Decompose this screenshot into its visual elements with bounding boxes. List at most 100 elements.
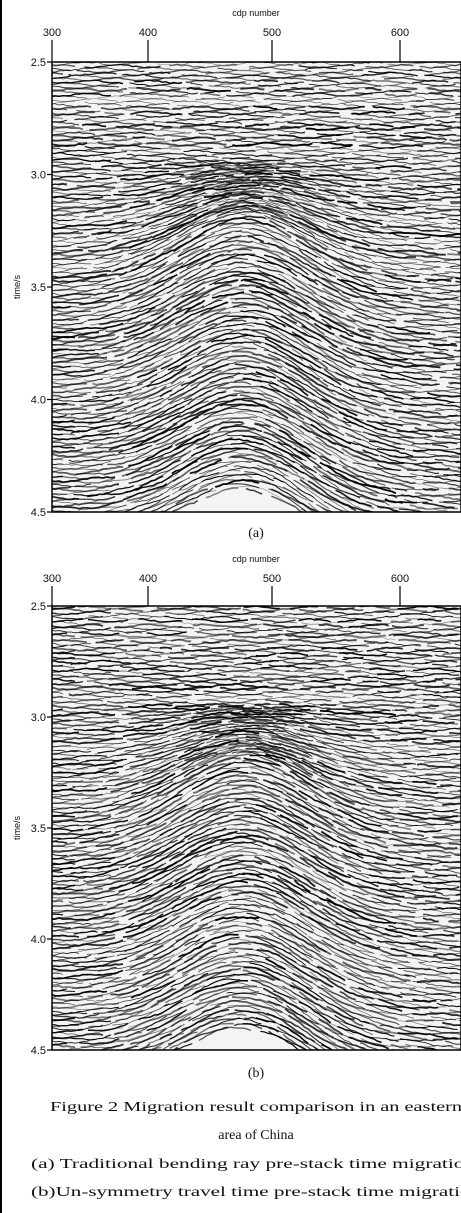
reflector — [47, 531, 71, 533]
reflector — [47, 54, 127, 57]
reflector — [112, 1051, 136, 1060]
reflector — [134, 201, 150, 202]
reflector — [381, 1070, 421, 1075]
reflector — [447, 52, 459, 53]
reflector — [339, 1059, 387, 1078]
reflector — [410, 36, 461, 39]
reflector — [125, 1053, 145, 1058]
reflector — [378, 538, 410, 542]
reflector — [218, 59, 238, 60]
reflector — [47, 1060, 75, 1062]
reflector — [427, 1075, 451, 1079]
reflector — [130, 567, 174, 569]
reflector — [98, 511, 174, 533]
y-tick-label: 4.0 — [31, 934, 46, 946]
reflector — [118, 591, 174, 594]
reflector — [71, 1054, 111, 1057]
reflector — [355, 588, 427, 591]
reflector — [47, 39, 123, 42]
reflector — [278, 564, 338, 567]
reflector — [377, 1071, 449, 1084]
reflector — [129, 570, 149, 572]
reflector — [47, 596, 103, 599]
reflector — [432, 1053, 461, 1058]
reflector — [398, 1066, 461, 1074]
reflector — [47, 1066, 111, 1070]
reflector — [371, 1050, 407, 1059]
reflector — [321, 596, 385, 599]
reflector — [229, 587, 253, 589]
reflector — [212, 576, 240, 578]
reflector — [343, 530, 411, 548]
reflector — [448, 397, 460, 398]
reflector — [215, 49, 271, 52]
reflector — [342, 1067, 414, 1087]
reflector — [318, 44, 334, 46]
reflector — [234, 41, 314, 44]
reflector — [137, 1051, 161, 1064]
reflector — [425, 1092, 457, 1095]
reflector — [302, 575, 346, 578]
reflector — [47, 586, 103, 589]
reflector — [412, 523, 461, 531]
reflector — [289, 570, 313, 571]
reflector — [47, 51, 87, 54]
reflector — [412, 1092, 428, 1094]
caption-line: (a) Traditional bending ray pre-stack ti… — [31, 1157, 461, 1172]
reflector — [400, 554, 461, 560]
reflector — [385, 513, 405, 515]
reflector — [411, 288, 423, 289]
reflector — [451, 1050, 461, 1055]
reflector — [47, 591, 75, 593]
reflector — [47, 1053, 91, 1056]
reflector — [77, 528, 117, 534]
reflector — [159, 29, 207, 32]
reflector — [415, 515, 461, 521]
reflector — [450, 545, 461, 548]
reflector — [320, 49, 372, 52]
reflector — [47, 564, 119, 567]
reflector — [262, 21, 294, 23]
reflector — [417, 548, 461, 554]
reflector — [167, 26, 211, 29]
reflector — [442, 593, 461, 596]
reflector — [430, 583, 461, 586]
reflector — [387, 522, 427, 529]
reflector — [47, 728, 67, 729]
reflector — [47, 525, 123, 532]
reflector — [129, 521, 145, 526]
reflector — [47, 41, 119, 44]
reflector — [391, 981, 407, 982]
reflector — [424, 547, 461, 551]
reflector — [399, 601, 461, 604]
y-tick-label: 3.0 — [31, 170, 46, 182]
reflector — [330, 57, 374, 60]
reflector — [343, 1066, 363, 1074]
reflector — [371, 23, 411, 27]
reflector — [71, 1072, 87, 1073]
reflector — [443, 1085, 461, 1090]
reflector — [420, 23, 461, 26]
y-tick-label: 3.0 — [31, 712, 46, 724]
reflector — [47, 57, 107, 60]
reflector — [47, 593, 119, 597]
reflector — [430, 29, 454, 31]
reflector — [86, 514, 142, 526]
reflector — [307, 25, 371, 28]
reflector — [370, 590, 414, 593]
page: Figure 2 {"figure": { "panels": [ {"x_ax… — [0, 0, 461, 1213]
panel-label: (b) — [248, 1066, 265, 1081]
reflector — [47, 1065, 131, 1073]
reflector — [317, 572, 345, 574]
reflector — [431, 589, 461, 591]
reflector — [312, 578, 340, 581]
reflector — [440, 1000, 452, 1001]
reflector — [406, 593, 434, 597]
reflector — [337, 1052, 369, 1065]
reflector — [426, 559, 461, 565]
reflector — [209, 567, 229, 569]
x-tick-label: 300 — [43, 27, 61, 39]
reflector — [199, 582, 251, 585]
reflector — [391, 547, 407, 550]
reflector — [449, 580, 461, 583]
